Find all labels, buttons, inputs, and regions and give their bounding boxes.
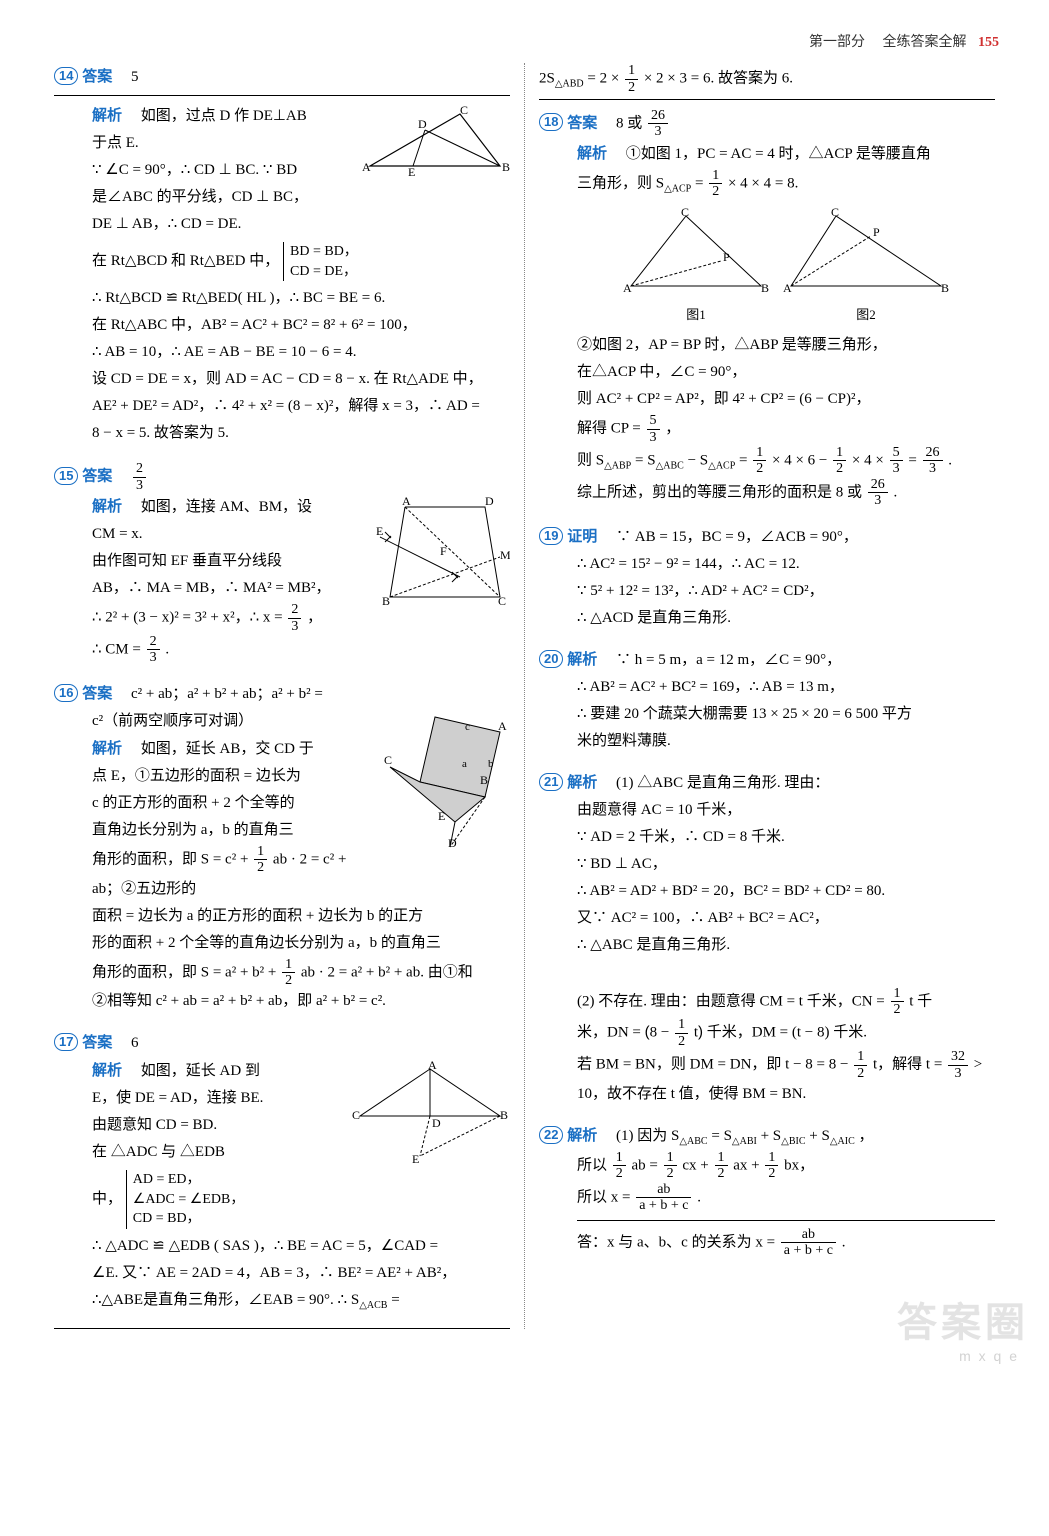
svg-text:a: a (462, 758, 467, 770)
sub-watermark: m x q e (959, 1344, 1019, 1369)
svg-text:A: A (623, 281, 632, 295)
page-number: 155 (978, 35, 999, 50)
analysis-label: 解析 (567, 774, 597, 791)
q17-cases: AD = ED， ∠ADC = ∠EDB， CD = BD， (126, 1170, 245, 1229)
right-column: 2S△ABD = 2 × 12 × 2 × 3 = 6. 故答案为 6. 18 … (525, 63, 1009, 1329)
q15-answer: 23 (133, 461, 146, 493)
svg-text:C: C (352, 1108, 360, 1122)
answer-label: 答案 (82, 685, 112, 702)
q16: 16 答案 c² + ab；a² + b² + ab；a² + b² = A B (54, 680, 510, 1016)
svg-text:E: E (438, 809, 445, 823)
answer-label: 答案 (82, 1034, 112, 1051)
svg-text:A: A (362, 160, 371, 174)
q22: 22 解析 (1) 因为 S△ABC = S△ABI + S△BIC + S△A… (539, 1122, 995, 1258)
svg-text:D: D (432, 1116, 441, 1130)
answer-label: 答案 (567, 114, 597, 131)
svg-text:B: B (500, 1108, 508, 1122)
svg-text:B: B (761, 281, 769, 295)
svg-text:C: C (831, 206, 839, 219)
q14-answer: 5 (131, 69, 139, 85)
svg-text:P: P (873, 225, 880, 239)
q18: 18 答案 8 或 263 解析 ①如图 1，PC = AC = 4 时，△AC… (539, 108, 995, 509)
analysis-label: 解析 (92, 107, 122, 124)
svg-text:C: C (460, 106, 468, 117)
header-title: 全练答案全解 (883, 35, 967, 50)
q21-number: 21 (539, 773, 563, 791)
svg-text:E: E (376, 524, 383, 538)
header-part: 第一部分 (809, 35, 865, 50)
q16-answer: c² + ab；a² + b² + ab；a² + b² = (131, 686, 323, 702)
q19: 19 证明 ∵ AB = 15，BC = 9，∠ACB = 90°， ∴ AC²… (539, 523, 995, 632)
svg-text:A: A (498, 719, 507, 733)
q17-number: 17 (54, 1033, 78, 1051)
q16-figure: A B C D E c a b (380, 712, 510, 852)
analysis-label: 解析 (567, 651, 597, 668)
left-column: 14 答案 5 A B C D (40, 63, 525, 1329)
svg-text:b: b (488, 758, 494, 770)
svg-text:B: B (941, 281, 949, 295)
q18-figures: AB CP 图1 AB CP 图2 (577, 206, 995, 327)
svg-text:E: E (408, 165, 415, 176)
q16-number: 16 (54, 684, 78, 702)
answer-label: 答案 (82, 68, 112, 85)
analysis-label: 解析 (92, 740, 122, 757)
analysis-label: 解析 (577, 145, 607, 162)
svg-text:A: A (402, 497, 411, 508)
svg-text:B: B (502, 160, 510, 174)
answer-label: 答案 (82, 468, 112, 485)
q14-figure: A B C D E (360, 106, 510, 176)
svg-text:M: M (500, 548, 510, 562)
svg-text:A: A (428, 1061, 437, 1072)
svg-text:C: C (681, 206, 689, 219)
proof-label: 证明 (567, 528, 597, 545)
q20: 20 解析 ∵ h = 5 m，a = 12 m，∠C = 90°， ∴ AB²… (539, 646, 995, 755)
svg-text:B: B (382, 594, 390, 607)
q14-cases: BD = BD， CD = DE， (283, 242, 358, 281)
svg-text:C: C (498, 594, 506, 607)
q15-number: 15 (54, 467, 78, 485)
svg-text:A: A (783, 281, 792, 295)
svg-text:D: D (418, 117, 427, 131)
q15-figure: A D B C M E F (370, 497, 510, 607)
q20-number: 20 (539, 650, 563, 668)
svg-text:c: c (465, 721, 470, 733)
q17-figure: A C B D E (350, 1061, 510, 1171)
svg-text:E: E (412, 1152, 419, 1166)
q17-answer: 6 (131, 1035, 139, 1051)
q21: 21 解析 (1) △ABC 是直角三角形. 理由： 由题意得 AC = 10 … (539, 769, 995, 1108)
q22-number: 22 (539, 1126, 563, 1144)
svg-text:D: D (448, 836, 457, 850)
svg-text:B: B (480, 773, 488, 787)
page: 第一部分 全练答案全解 155 14 答案 5 (0, 0, 1049, 1369)
svg-text:F: F (440, 544, 447, 558)
analysis-label: 解析 (92, 498, 122, 515)
q14: 14 答案 5 A B C D (54, 63, 510, 447)
q19-number: 19 (539, 527, 563, 545)
q18-number: 18 (539, 113, 563, 131)
svg-text:C: C (384, 753, 392, 767)
svg-text:D: D (485, 497, 494, 508)
q14-number: 14 (54, 67, 78, 85)
q15: 15 答案 23 A D B (54, 461, 510, 665)
q17: 17 答案 6 A C B D (54, 1029, 510, 1314)
analysis-label: 解析 (92, 1062, 122, 1079)
page-header: 第一部分 全练答案全解 155 (40, 30, 1009, 55)
content-columns: 14 答案 5 A B C D (40, 63, 1009, 1329)
analysis-label: 解析 (567, 1127, 597, 1144)
svg-text:P: P (723, 250, 730, 264)
q18-answer-frac: 263 (648, 108, 668, 140)
